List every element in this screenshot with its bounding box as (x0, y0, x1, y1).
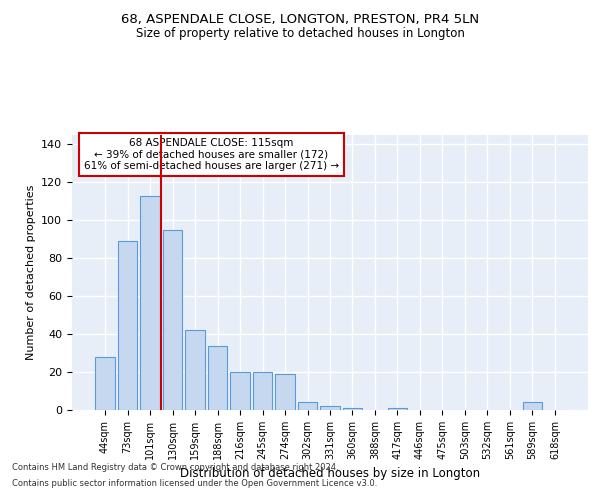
Text: 68 ASPENDALE CLOSE: 115sqm
← 39% of detached houses are smaller (172)
61% of sem: 68 ASPENDALE CLOSE: 115sqm ← 39% of deta… (84, 138, 339, 171)
Bar (253, 372, 272, 410)
Bar (298, 402, 317, 410)
Bar (118, 241, 137, 410)
Text: Size of property relative to detached houses in Longton: Size of property relative to detached ho… (136, 28, 464, 40)
Bar (275, 374, 295, 410)
Text: Contains HM Land Registry data © Crown copyright and database right 2024.: Contains HM Land Registry data © Crown c… (12, 464, 338, 472)
Bar (343, 408, 362, 410)
Bar (230, 372, 250, 410)
Bar (523, 402, 542, 410)
X-axis label: Distribution of detached houses by size in Longton: Distribution of detached houses by size … (180, 468, 480, 480)
Bar (320, 406, 340, 410)
Bar (208, 346, 227, 410)
Text: 68, ASPENDALE CLOSE, LONGTON, PRESTON, PR4 5LN: 68, ASPENDALE CLOSE, LONGTON, PRESTON, P… (121, 12, 479, 26)
Text: Contains public sector information licensed under the Open Government Licence v3: Contains public sector information licen… (12, 478, 377, 488)
Y-axis label: Number of detached properties: Number of detached properties (26, 185, 35, 360)
Bar (163, 230, 182, 410)
Bar (185, 330, 205, 410)
Bar (388, 408, 407, 410)
Bar (95, 357, 115, 410)
Bar (140, 196, 160, 410)
